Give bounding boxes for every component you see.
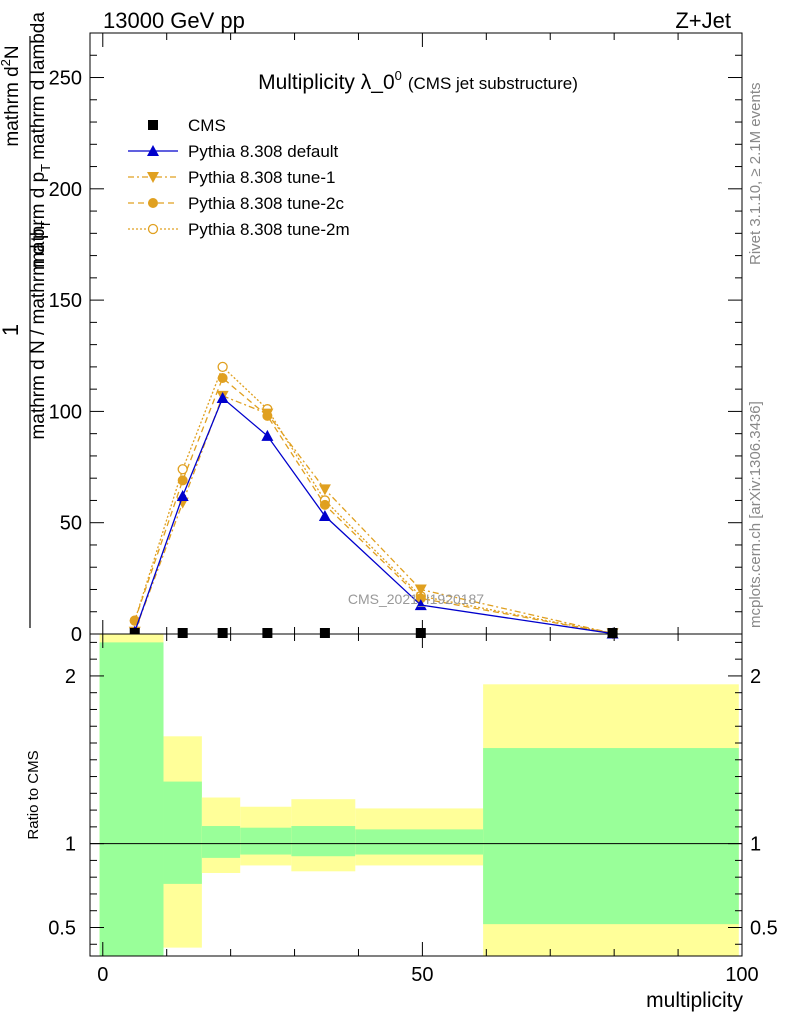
header-left: 13000 GeV pp bbox=[103, 8, 245, 33]
rivet-label-text: Rivet 3.1.10, ≥ 2.1M events bbox=[747, 83, 764, 266]
ratio-frame bbox=[89, 633, 743, 957]
legend-label: Pythia 8.308 tune-1 bbox=[188, 168, 335, 187]
main-series bbox=[128, 361, 619, 640]
series-point-tune2m bbox=[177, 464, 188, 475]
legend-marker bbox=[148, 120, 158, 130]
series-point-tune1 bbox=[414, 584, 427, 596]
ratio-bands bbox=[90, 634, 742, 956]
header-right: Z+Jet bbox=[675, 8, 731, 33]
rivet-label: Rivet 3.1.10, ≥ 2.1M events bbox=[747, 83, 764, 266]
main-ylabel-one: 1 bbox=[0, 324, 23, 336]
main-title-sup: 0 bbox=[395, 68, 402, 83]
ratio-ylabel-text: Ratio to CMS bbox=[25, 750, 42, 839]
series-point-default bbox=[176, 489, 189, 501]
legend: CMS Pythia 8.308 default Pythia 8.308 tune… bbox=[128, 116, 350, 239]
main-axis-ticks: 0 50 100 150 200 250 bbox=[49, 33, 743, 646]
mcplots-label-text: mcplots.cern.ch [arXiv:1306.3436] bbox=[747, 401, 764, 628]
series-point-default bbox=[318, 510, 331, 522]
main-ylabel-den: mathrm d p bbox=[28, 172, 49, 268]
main-ytick-label: 150 bbox=[49, 290, 82, 312]
main-ylabel-line1: mathrm d bbox=[2, 66, 23, 146]
series-point-tune2c bbox=[319, 499, 330, 510]
legend-marker bbox=[147, 145, 159, 156]
ratio-ytick-label-right: 0.5 bbox=[750, 917, 778, 939]
ratio-ytick-label: 2 bbox=[65, 666, 76, 688]
main-ytick-label: 250 bbox=[49, 68, 82, 90]
series-point-data bbox=[262, 628, 273, 638]
series-point-data bbox=[415, 628, 426, 638]
series-data bbox=[129, 628, 618, 638]
ratio-band-inner bbox=[163, 781, 202, 884]
series-point-default bbox=[261, 429, 274, 441]
series-point-data bbox=[607, 628, 618, 638]
ratio-xtick-label: 50 bbox=[411, 964, 433, 986]
legend-label: Pythia 8.308 tune-2c bbox=[188, 194, 344, 213]
main-ylabel-numerator: mathrm d2N bbox=[0, 45, 23, 146]
main-ylabel-main: mathrm d N / mathrm d p bbox=[28, 228, 49, 439]
main-ylabel-denominator-b: mathrm d pTmathrm d lambda bbox=[28, 12, 53, 268]
legend-marker bbox=[147, 223, 159, 235]
ratio-band-inner bbox=[240, 827, 292, 855]
ratio-band-inner bbox=[355, 829, 484, 855]
series-point-data bbox=[319, 628, 330, 638]
series-point-tune2c bbox=[177, 475, 188, 486]
series-point-tune1 bbox=[318, 484, 331, 496]
legend-entry-tune1: Pythia 8.308 tune-1 bbox=[128, 168, 335, 187]
ratio-band-inner bbox=[483, 748, 739, 925]
legend-entry-data: CMS bbox=[148, 116, 226, 135]
series-point-tune2c bbox=[415, 593, 426, 604]
legend-label: Pythia 8.308 tune-2m bbox=[188, 220, 350, 239]
main-title-suffix: (CMS jet substructure) bbox=[408, 74, 578, 93]
ratio-band-inner bbox=[99, 642, 164, 956]
ratio-band-inner bbox=[201, 826, 241, 858]
legend-entry-tune2c: Pythia 8.308 tune-2c bbox=[128, 194, 344, 213]
legend-marker bbox=[148, 198, 158, 208]
ratio-xtick-label: 0 bbox=[97, 964, 108, 986]
series-point-tune2c bbox=[217, 373, 228, 384]
ratio-xlabel: multiplicity bbox=[646, 989, 743, 1012]
series-point-tune2m bbox=[217, 361, 228, 373]
legend-entry-default: Pythia 8.308 default bbox=[128, 142, 339, 161]
main-ylabel-line1-sup: 2 bbox=[0, 59, 13, 66]
main-ytick-label: 100 bbox=[49, 401, 82, 423]
svg-text:mathrm d N / mathrm d pT: mathrm d N / mathrm d pT bbox=[28, 220, 53, 439]
main-ylabel-line1-rest: N bbox=[2, 45, 23, 59]
main-ytick-label: 0 bbox=[71, 624, 82, 646]
legend-marker bbox=[147, 172, 159, 183]
series-point-tune1 bbox=[261, 408, 274, 420]
main-title-text: Multiplicity λ_0 bbox=[258, 71, 395, 94]
ratio-ytick-label-right: 2 bbox=[750, 666, 761, 688]
legend-label: CMS bbox=[188, 116, 226, 135]
main-ytick-label: 200 bbox=[49, 179, 82, 201]
ratio-ylabel: Ratio to CMS bbox=[25, 750, 42, 839]
main-ylabel-den-rest: mathrm d lambda bbox=[28, 12, 49, 160]
main-ytick-label: 50 bbox=[60, 513, 82, 535]
ratio-axis-ticks: 0.5 0.5 1 1 2 2 0 50 100 bbox=[48, 634, 778, 986]
mcplots-label: mcplots.cern.ch [arXiv:1306.3436] bbox=[747, 401, 764, 628]
legend-entry-tune2m: Pythia 8.308 tune-2m bbox=[128, 220, 350, 239]
legend-label: Pythia 8.308 default bbox=[188, 142, 339, 161]
ratio-ytick-label: 0.5 bbox=[48, 917, 76, 939]
ratio-xtick-label: 100 bbox=[725, 964, 758, 986]
series-point-default bbox=[414, 599, 427, 611]
main-ylabel-sub: T bbox=[38, 220, 53, 228]
ratio-panel: 0.5 0.5 1 1 2 2 0 50 100 bbox=[48, 633, 778, 986]
ratio-ytick-label: 1 bbox=[65, 834, 76, 856]
ratio-band-inner bbox=[291, 826, 356, 857]
series-point-data bbox=[177, 628, 188, 638]
main-title: Multiplicity λ_00 (CMS jet substructure) bbox=[258, 68, 578, 94]
watermark: CMS_2021_I1920187 bbox=[348, 591, 484, 607]
main-ylabel-denominator-a: mathrm d N / mathrm d pT bbox=[28, 220, 53, 439]
series-point-default bbox=[216, 392, 229, 404]
main-ylabel: 1 bbox=[0, 324, 23, 336]
svg-text:mathrm d pTmathrm d lambda: mathrm d pTmathrm d lambda bbox=[28, 12, 53, 268]
series-point-data bbox=[217, 628, 228, 638]
svg-text:mathrm d2N: mathrm d2N bbox=[0, 45, 23, 146]
series-point-data bbox=[129, 628, 140, 638]
ratio-ytick-label-right: 1 bbox=[750, 834, 761, 856]
main-ylabel-den-sub: T bbox=[38, 164, 53, 172]
